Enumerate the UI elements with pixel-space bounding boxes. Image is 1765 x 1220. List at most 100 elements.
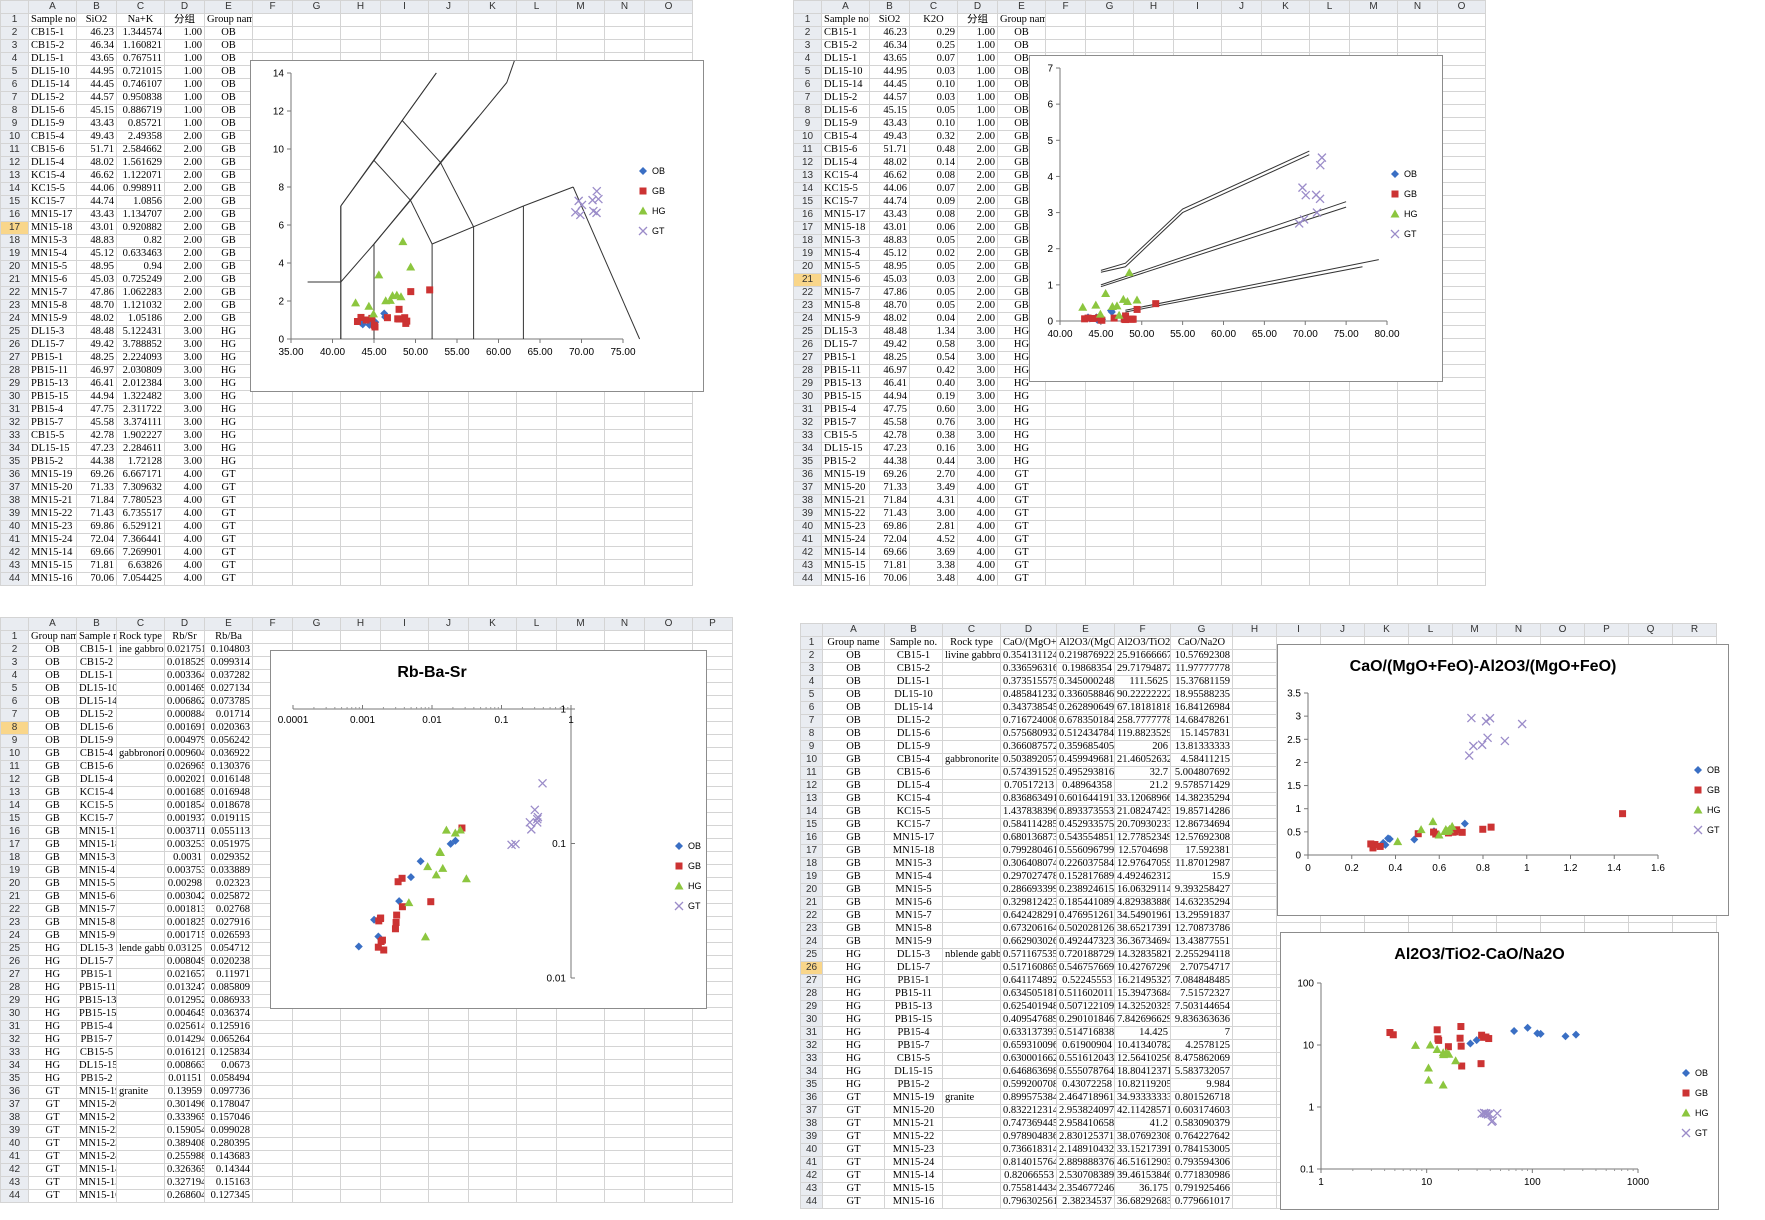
cell[interactable]: 0.978904836 [1000,1130,1057,1144]
cell[interactable]: 1.134707 [116,208,165,222]
cell[interactable] [942,1195,1001,1209]
cell[interactable] [1232,740,1277,754]
cell[interactable] [252,442,293,456]
cell[interactable]: Na+K [116,13,165,27]
cell[interactable] [340,416,381,430]
cell[interactable]: MN15-17 [884,831,943,845]
cell[interactable]: MN15-6 [76,890,117,904]
cell[interactable] [292,1150,341,1164]
cell[interactable]: 0.05 [909,234,958,248]
cell[interactable]: 44.74 [869,195,910,209]
cell[interactable] [116,1124,165,1138]
cell[interactable]: GT [822,1104,885,1118]
cell[interactable]: 42.11428571 [1114,1104,1171,1118]
cell[interactable]: 0.226037584 [1056,857,1115,871]
cell[interactable]: 71.81 [76,559,117,573]
cell[interactable] [516,1020,557,1034]
cell[interactable] [644,481,693,495]
cell[interactable] [468,455,517,469]
row-header[interactable]: 11 [793,143,822,157]
cell[interactable]: 0.08 [909,208,958,222]
cell[interactable]: PB15-7 [28,416,77,430]
cell[interactable]: GB [204,247,253,261]
cell[interactable] [942,1000,1001,1014]
column-header[interactable]: F [1045,0,1086,14]
cell[interactable] [1085,429,1134,443]
cell[interactable]: GT [997,572,1046,586]
cell[interactable]: DL15-2 [884,714,943,728]
row-header[interactable]: 11 [0,760,29,774]
cell[interactable]: 0.517160865 [1000,961,1057,975]
cell[interactable]: 3.00 [957,390,998,404]
cell[interactable] [1221,390,1262,404]
cell[interactable] [252,481,293,495]
cell[interactable]: 71.84 [76,494,117,508]
data-point-gb[interactable] [395,305,403,313]
cell[interactable] [1232,779,1277,793]
cell[interactable]: HG [822,961,885,975]
cell[interactable]: 0.02 [909,247,958,261]
cell[interactable]: GT [28,1085,77,1099]
cell[interactable]: 0.07 [909,52,958,66]
cell[interactable] [340,1020,381,1034]
cell[interactable] [252,630,293,644]
cell[interactable]: HG [204,442,253,456]
cell[interactable] [116,708,165,722]
cell[interactable]: 2.354677246 [1056,1182,1115,1196]
cell[interactable]: 0.001937 [164,812,205,826]
cell[interactable] [1397,403,1438,417]
cell[interactable] [380,1033,429,1047]
cell[interactable]: 3.00 [957,351,998,365]
cell[interactable]: 70.06 [76,572,117,586]
cell[interactable] [1133,442,1174,456]
cell[interactable]: 13.29591837 [1170,909,1233,923]
cell[interactable] [942,987,1001,1001]
row-header[interactable]: 32 [0,416,29,430]
row-header[interactable]: 36 [0,468,29,482]
cell[interactable]: Al2O3/TiO2 [1114,636,1171,650]
cell[interactable] [1085,494,1134,508]
cell[interactable]: DL15-7 [884,961,943,975]
row-header[interactable]: 33 [793,429,822,443]
cell[interactable]: 47.86 [869,286,910,300]
column-header[interactable]: M [556,617,605,631]
cell[interactable]: 0.814015764 [1000,1156,1057,1170]
cell[interactable] [292,1176,341,1190]
cell[interactable] [1437,65,1486,79]
cell[interactable]: 0.603174603 [1170,1104,1233,1118]
cell[interactable] [644,468,693,482]
cell[interactable]: 71.43 [76,507,117,521]
cell[interactable]: OB [822,649,885,663]
cell[interactable]: GB [204,182,253,196]
cell[interactable] [1261,546,1310,560]
cell[interactable] [604,1098,645,1112]
row-header[interactable]: 6 [793,78,822,92]
cell[interactable] [942,935,1001,949]
row-header[interactable]: 13 [793,169,822,183]
row-header[interactable]: 22 [793,286,822,300]
cell[interactable]: 3.00 [957,338,998,352]
data-point-ob[interactable] [1571,1030,1580,1039]
cell[interactable] [428,1176,469,1190]
cell[interactable] [1261,507,1310,521]
legend-marker-hg[interactable] [1693,805,1703,814]
cell[interactable] [1173,468,1222,482]
row-header[interactable]: 37 [800,1104,823,1118]
cell[interactable] [428,403,469,417]
row-header[interactable]: 43 [800,1182,823,1196]
cell[interactable]: 0.018678 [204,799,253,813]
cell[interactable]: GB [204,195,253,209]
cell[interactable] [1232,844,1277,858]
cell[interactable] [1045,390,1086,404]
legend-marker-hg[interactable] [1390,209,1400,218]
cell[interactable]: 7.842696629 [1114,1013,1171,1027]
cell[interactable] [1261,468,1310,482]
row-header[interactable]: 10 [793,130,822,144]
column-header[interactable]: A [821,0,870,14]
row-header[interactable]: 43 [0,559,29,573]
cell[interactable] [556,1020,605,1034]
cell[interactable]: MN15-9 [76,929,117,943]
cell[interactable] [604,1033,645,1047]
cell[interactable]: DL15-2 [28,91,77,105]
cell[interactable]: DL15-3 [28,325,77,339]
